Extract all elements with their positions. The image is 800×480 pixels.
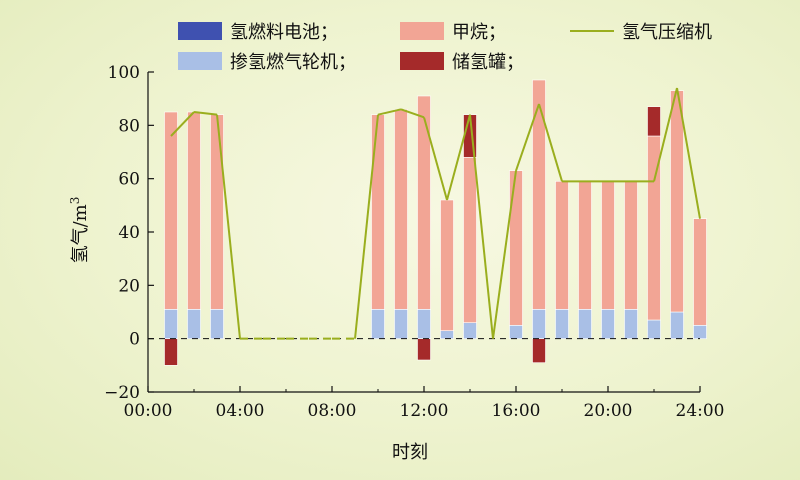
bar-3-h1 <box>164 111 178 310</box>
compressor-line-segment <box>446 114 471 201</box>
bar-2-h1 <box>164 309 178 339</box>
bar-3-h13 <box>440 199 454 331</box>
y-tick-label: 100 <box>108 63 140 83</box>
bar-3-h24 <box>693 218 707 326</box>
bar-2-h14 <box>463 322 477 339</box>
bar-4-h17 <box>532 338 546 363</box>
compressor-line-segment <box>170 111 195 137</box>
bar-3-h21 <box>624 181 638 310</box>
bar-2-h3 <box>210 309 224 339</box>
bar-4-h1 <box>164 338 178 366</box>
axes: −20 0 20 40 60 80 100 00:00 04:00 08:00 12:00 16:00… <box>104 63 724 421</box>
compressor-line-segment <box>377 108 402 116</box>
compressor-line-segment <box>423 117 448 201</box>
bar-2-h12 <box>417 309 431 339</box>
bar-3-h14 <box>463 157 477 323</box>
x-tick-label: 00:00 <box>124 401 173 421</box>
bar-2-h13 <box>440 330 454 339</box>
bar-2-h17 <box>532 309 546 339</box>
legend-label: 甲烷； <box>452 22 506 43</box>
bar-2-h23 <box>670 311 684 339</box>
compressor-line-segment <box>400 108 425 119</box>
legend-label: 储氢罐； <box>452 52 524 73</box>
compressor-line-segment <box>354 114 379 339</box>
y-tick-label: 80 <box>118 116 140 136</box>
legend-label: 氢气压缩机 <box>622 22 712 43</box>
x-tick-label: 04:00 <box>216 401 265 421</box>
bar-2-h16 <box>509 325 523 339</box>
legend-swatch <box>400 52 444 70</box>
bar-3-h11 <box>394 109 408 310</box>
bar-2-h2 <box>187 309 201 339</box>
bar-2-h24 <box>693 325 707 339</box>
x-tick-label: 16:00 <box>492 401 541 421</box>
compressor-line-segment <box>676 87 701 219</box>
y-axis-title-base: 氢气/m <box>70 204 91 263</box>
compressor-line-segment <box>469 114 494 339</box>
bar-2-h10 <box>371 309 385 339</box>
y-tick-label: 60 <box>118 170 140 190</box>
compressor-line-segment <box>492 170 517 339</box>
bar-2-h20 <box>601 309 615 339</box>
bar-4-h22 <box>647 106 661 137</box>
bar-3-h19 <box>578 181 592 310</box>
compressor-line-segment <box>216 114 241 339</box>
x-tick-label: 08:00 <box>308 401 357 421</box>
x-tick-label: 24:00 <box>676 401 725 421</box>
bar-2-h22 <box>647 319 661 339</box>
legend-label: 掺氢燃气轮机； <box>230 52 356 73</box>
bar-3-h17 <box>532 79 546 310</box>
y-axis-title-sup: 3 <box>68 197 82 205</box>
bar-2-h11 <box>394 309 408 339</box>
bar-3-h18 <box>555 181 569 310</box>
bar-3-h20 <box>601 181 615 310</box>
legend-swatch <box>400 22 444 40</box>
legend-swatch <box>178 22 222 40</box>
legend-label: 氢燃料电池； <box>230 22 338 43</box>
bar-2-h19 <box>578 309 592 339</box>
y-axis-title: 氢气/m3 <box>68 197 91 264</box>
bar-3-h12 <box>417 95 431 310</box>
bar-3-h2 <box>187 111 201 310</box>
bar-3-h10 <box>371 114 385 310</box>
x-tick-label: 20:00 <box>584 401 633 421</box>
bar-3-h16 <box>509 170 523 326</box>
bar-3-h3 <box>210 114 224 310</box>
bar-3-h23 <box>670 90 684 313</box>
compressor-line-segment <box>653 87 678 182</box>
compressor-line-segment <box>193 111 218 116</box>
x-axis-title: 时刻 <box>392 442 428 463</box>
y-tick-label: 40 <box>118 223 140 243</box>
y-tick-label: 0 <box>129 330 140 350</box>
x-tick-label: 12:00 <box>400 401 449 421</box>
plot-area <box>148 79 707 366</box>
bar-2-h21 <box>624 309 638 339</box>
bar-2-h18 <box>555 309 569 339</box>
y-tick-label: 20 <box>118 276 140 296</box>
legend-swatch <box>178 52 222 70</box>
y-tick-label: −20 <box>104 383 140 403</box>
compressor-line-segment <box>515 103 540 171</box>
bar-4-h12 <box>417 338 431 361</box>
compressor-line-segment <box>538 103 563 182</box>
